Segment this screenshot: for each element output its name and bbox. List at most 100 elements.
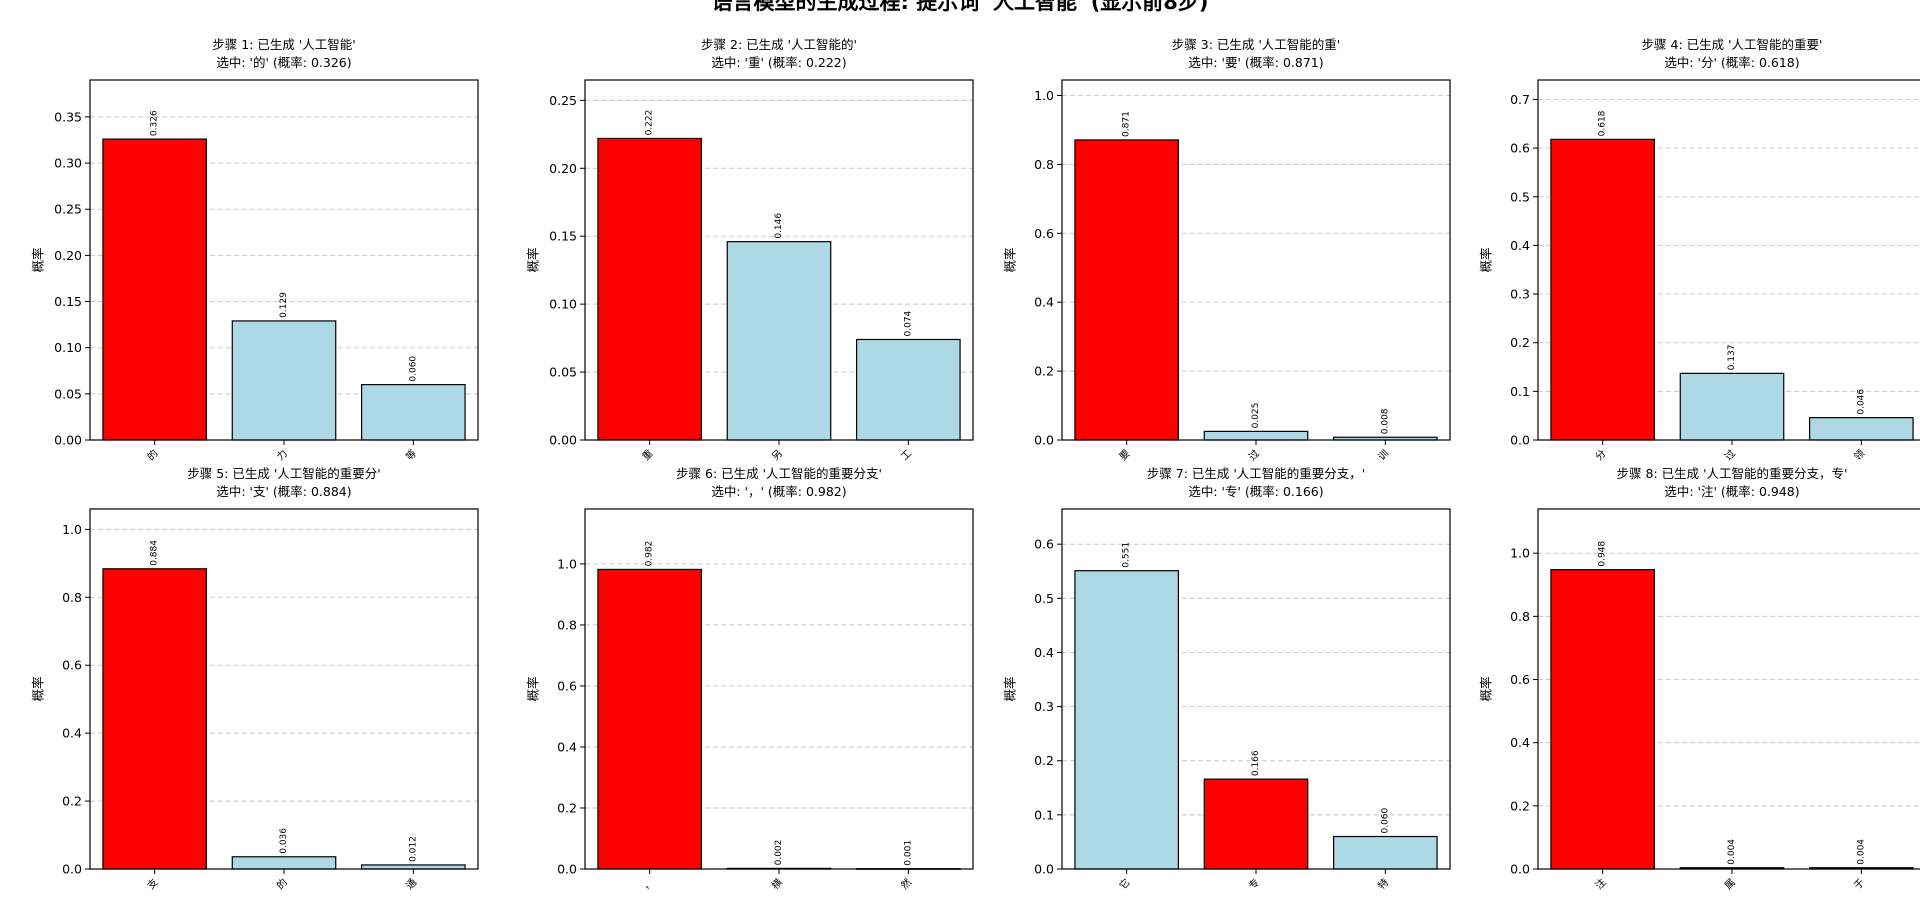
bar-1 [1550,569,1656,870]
x-tick-label: 分 [1593,447,1609,463]
chart-title: 步骤 6: 已生成 '人工智能的重要分支' [676,466,882,481]
bar-1 [1074,139,1180,441]
bar-1 [1074,570,1180,870]
y-tick-label: 0.3 [1510,287,1530,302]
bar-value-label: 0.982 [645,541,655,567]
chart-title: 步骤 2: 已生成 '人工智能的' [701,37,857,52]
chart-subtitle: 选中: '重' (概率: 0.222) [711,55,846,70]
chart-subtitle: 选中: '支' (概率: 0.884) [216,484,351,499]
y-tick-label: 0.0 [1034,862,1054,877]
y-tick-label: 0.4 [1510,238,1530,253]
y-axis-label: 概率 [1479,676,1494,701]
y-tick-label: 0.7 [1510,92,1530,107]
x-tick-label: 力 [274,447,290,463]
y-tick-label: 0.8 [1034,157,1054,172]
y-axis-label: 概率 [1003,247,1018,272]
y-tick-label: 0.1 [1034,807,1054,822]
bar-value-label: 0.008 [1380,408,1390,434]
x-tick-label: 训 [1376,447,1392,463]
x-tick-label: 重 [639,447,655,463]
bar-value-label: 0.004 [1856,839,1866,865]
x-tick-label: 横 [769,876,785,892]
plot-frame [1537,508,1920,870]
y-tick-label: 0.35 [54,109,82,124]
y-tick-label: 0.20 [549,161,577,176]
y-tick-label: 0.25 [549,93,577,108]
bar-value-label: 0.551 [1122,542,1132,568]
bar-value-label: 0.618 [1598,110,1608,136]
bar-3 [1332,835,1438,870]
y-axis-label: 概率 [31,676,46,701]
chart-panel-4: 0.618 分 0.137 过 0.046 领 0.0 0.1 0.2 0.3 0.4 0.5 0.6 0… [1479,37,1920,463]
y-tick-label: 1.0 [62,522,82,537]
y-tick-label: 0.15 [54,294,82,309]
y-tick-label: 0.2 [62,794,82,809]
y-axis-label: 概率 [526,247,541,272]
bar-3 [1808,417,1914,441]
x-tick-label: 专 [1246,876,1262,892]
bar-value-label: 0.884 [150,540,160,566]
plot-frame [1061,79,1451,441]
plot-frame [584,508,974,870]
bar-2 [1203,430,1309,441]
y-tick-label: 0.10 [54,340,82,355]
y-tick-label: 0.4 [557,739,577,754]
bar-1 [597,137,703,441]
bar-value-label: 0.060 [1380,807,1390,833]
bar-value-label: 0.146 [774,213,784,239]
chart-panel-5: 0.884 支 0.036 的 0.012 通 0.0 0.2 0.4 0.6 0.8 1.0 概率 步骤… [31,466,479,892]
x-tick-label: 然 [898,876,914,892]
bar-value-label: 0.222 [645,110,655,136]
bar-value-label: 0.326 [150,110,160,136]
chart-title: 步骤 3: 已生成 '人工智能的重' [1172,37,1340,52]
y-tick-label: 0.5 [1034,591,1054,606]
bar-value-label: 0.046 [1856,389,1866,415]
y-tick-label: 0.6 [1510,141,1530,156]
bar-value-label: 0.002 [774,840,784,866]
y-tick-label: 0.20 [54,248,82,263]
x-tick-label: 属 [1722,876,1738,892]
y-tick-label: 0.15 [549,229,577,244]
chart-title: 步骤 4: 已生成 '人工智能的重要' [1642,37,1823,52]
y-tick-label: 0.0 [557,862,577,877]
bar-2 [1679,372,1785,441]
x-tick-label: 过 [1246,447,1262,463]
y-axis-label: 概率 [1003,676,1018,701]
y-tick-label: 1.0 [1034,88,1054,103]
bar-2 [726,241,832,441]
x-tick-label: 通 [404,876,420,892]
chart-panel-7: 0.551 它 0.166 专 0.060 特 0.0 0.1 0.2 0.3 0.4 0.5 0.6 概… [1003,466,1451,892]
figure-title: 语言模型的生成过程: 提示词 '人工智能' (显示前8步) [711,0,1209,14]
y-axis-label: 概率 [1479,247,1494,272]
bar-2 [1203,778,1309,870]
y-tick-label: 0.30 [54,156,82,171]
x-tick-label: 领 [1851,447,1867,463]
bar-value-label: 0.074 [903,310,913,336]
bar-3 [855,338,961,441]
plot-frame [1061,508,1451,870]
plot-frame [584,79,974,441]
x-tick-label: 于 [1852,877,1867,892]
y-tick-label: 0.2 [1510,335,1530,350]
y-tick-label: 0.0 [62,862,82,877]
bar-1 [597,568,703,870]
bar-value-label: 0.060 [408,356,418,382]
y-tick-label: 0.4 [1034,645,1054,660]
bar-2 [231,320,337,441]
x-tick-label: 工 [899,448,914,463]
chart-title: 步骤 1: 已生成 '人工智能' [212,37,355,52]
y-tick-label: 1.0 [557,556,577,571]
chart-subtitle: 选中: '注' (概率: 0.948) [1664,484,1799,499]
y-tick-label: 0.1 [1510,384,1530,399]
y-tick-label: 0.5 [1510,189,1530,204]
y-tick-label: 0.8 [1510,609,1530,624]
chart-title: 步骤 8: 已生成 '人工智能的重要分支，专' [1617,466,1848,481]
bar-value-label: 0.012 [408,836,418,862]
y-tick-label: 0.0 [1510,433,1530,448]
y-tick-label: 0.00 [54,433,82,448]
y-tick-label: 0.4 [62,726,82,741]
x-tick-label: 它 [1116,876,1132,892]
chart-subtitle: 选中: '分' (概率: 0.618) [1664,55,1799,70]
bar-1 [102,138,208,441]
